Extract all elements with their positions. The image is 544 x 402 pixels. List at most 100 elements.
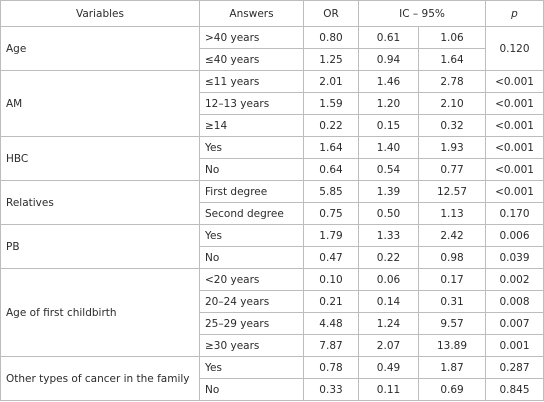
ic-high-cell: 2.10	[417, 92, 487, 115]
p-cell: 0.845	[485, 378, 544, 401]
or-cell: 1.79	[303, 224, 359, 247]
variable-cell: AM	[0, 70, 200, 137]
ic-low-cell: 0.49	[358, 356, 419, 379]
or-cell: 0.22	[303, 114, 359, 137]
answer-cell: Yes	[199, 356, 304, 379]
table-row: Other types of cancer in the family Yes 0.…	[0, 356, 544, 401]
variable-cell: Other types of cancer in the family	[0, 356, 200, 401]
ic-high-cell: 2.42	[417, 224, 487, 247]
ic-high-cell: 1.87	[417, 356, 487, 379]
ic-low-cell: 0.06	[358, 268, 419, 291]
ic-low-cell: 0.54	[358, 158, 419, 181]
ic-high-cell: 1.13	[417, 202, 487, 225]
ic-high-cell: 9.57	[417, 312, 487, 335]
answer-cell: ≥30 years	[199, 334, 304, 357]
p-cell: <0.001	[485, 70, 544, 93]
variable-cell: HBC	[0, 136, 200, 181]
variable-cell: Relatives	[0, 180, 200, 225]
p-cell: <0.001	[485, 136, 544, 159]
ic-high-cell: 0.17	[417, 268, 487, 291]
answer-cell: 20–24 years	[199, 290, 304, 313]
or-cell: 2.01	[303, 70, 359, 93]
or-cell: 1.59	[303, 92, 359, 115]
answer-cell: ≤11 years	[199, 70, 304, 93]
p-cell: <0.001	[485, 158, 544, 181]
table-body: Age >40 years 0.80 0.61 1.06 0.120 ≤40 years 1.…	[0, 26, 544, 401]
p-cell: 0.039	[485, 246, 544, 269]
header-cell: IC – 95%	[357, 0, 487, 27]
table-row: No 0.33 0.11 0.69 0.845	[1, 378, 544, 401]
answer-cell: No	[199, 246, 304, 269]
ic-low-cell: 1.33	[358, 224, 419, 247]
answer-cell: Yes	[199, 136, 304, 159]
ic-high-cell: 0.32	[417, 114, 487, 137]
ic-high-cell: 12.57	[417, 180, 487, 203]
table-row: PB Yes 1.79 1.33 2.42 0.006	[0, 224, 544, 269]
or-cell: 0.47	[303, 246, 359, 269]
p-cell: 0.008	[485, 290, 544, 313]
ic-low-cell: 0.15	[358, 114, 419, 137]
table-row: 25–29 years 4.48 1.24 9.57 0.007	[1, 312, 544, 335]
p-cell: 0.287	[485, 356, 544, 379]
answer-cell: 25–29 years	[199, 312, 304, 335]
table-row: 12–13 years 1.59 1.20 2.10 <0.001	[1, 92, 544, 115]
or-cell: 5.85	[303, 180, 359, 203]
p-cell: 0.002	[485, 268, 544, 291]
p-cell: 0.006	[485, 224, 544, 247]
table-row: Relatives First degree 5.85 1.39 12.57 <0.001	[0, 180, 544, 225]
ic-low-cell: 1.46	[358, 70, 419, 93]
or-cell: 0.64	[303, 158, 359, 181]
p-cell: 0.001	[485, 334, 544, 357]
ic-low-cell: 0.61	[358, 26, 419, 49]
table-row: HBC Yes 1.64 1.40 1.93 <0.001	[0, 136, 544, 181]
ic-high-cell: 0.69	[417, 378, 487, 401]
ic-high-cell: 1.06	[417, 26, 487, 49]
p-cell: <0.001	[485, 92, 544, 115]
ic-low-cell: 0.22	[358, 246, 419, 269]
p-cell: 0.120	[485, 26, 544, 71]
header-cell: Answers	[199, 0, 304, 27]
answer-cell: ≥14	[199, 114, 304, 137]
answer-cell: Yes	[199, 224, 304, 247]
or-cell: 7.87	[303, 334, 359, 357]
table-row: Age of first childbirth <20 years 0.10 0.06…	[0, 268, 544, 357]
table-row: Age >40 years 0.80 0.61 1.06 0.120	[0, 26, 544, 71]
answer-cell: No	[199, 378, 304, 401]
header-cell: OR	[303, 0, 359, 27]
table-row: Second degree 0.75 0.50 1.13 0.170	[1, 202, 544, 225]
or-cell: 0.21	[303, 290, 359, 313]
ic-high-cell: 0.98	[417, 246, 487, 269]
header-row: Variables Answers OR IC – 95% p	[0, 0, 544, 27]
or-cell: 1.64	[303, 136, 359, 159]
ic-low-cell: 0.11	[358, 378, 419, 401]
or-cell: 0.78	[303, 356, 359, 379]
header-cell: Variables	[0, 0, 200, 27]
variable-cell: PB	[0, 224, 200, 269]
table-row: ≥14 0.22 0.15 0.32 <0.001	[1, 114, 544, 137]
answer-cell: ≤40 years	[199, 48, 304, 71]
ic-low-cell: 1.39	[358, 180, 419, 203]
ic-low-cell: 0.50	[358, 202, 419, 225]
header-cell: p	[485, 0, 544, 27]
p-cell: <0.001	[485, 180, 544, 203]
or-cell: 0.10	[303, 268, 359, 291]
ic-high-cell: 1.93	[417, 136, 487, 159]
ic-low-cell: 0.14	[358, 290, 419, 313]
ic-high-cell: 1.64	[417, 48, 487, 71]
ic-low-cell: 2.07	[358, 334, 419, 357]
answer-cell: First degree	[199, 180, 304, 203]
ic-high-cell: 2.78	[417, 70, 487, 93]
table-row: No 0.64 0.54 0.77 <0.001	[1, 158, 544, 181]
or-cell: 0.33	[303, 378, 359, 401]
p-cell: 0.170	[485, 202, 544, 225]
variable-cell: Age	[0, 26, 200, 71]
variable-cell: Age of first childbirth	[0, 268, 200, 357]
answer-cell: Second degree	[199, 202, 304, 225]
answer-cell: 12–13 years	[199, 92, 304, 115]
ic-low-cell: 0.94	[358, 48, 419, 71]
p-cell: <0.001	[485, 114, 544, 137]
ic-high-cell: 0.77	[417, 158, 487, 181]
answer-cell: <20 years	[199, 268, 304, 291]
